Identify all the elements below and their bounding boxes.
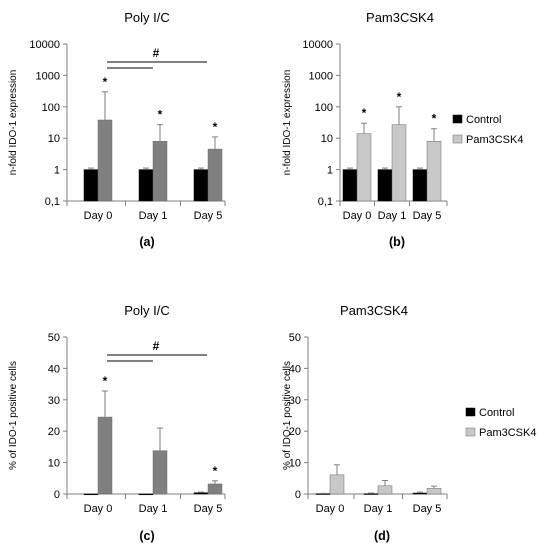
bar-control-1 (377, 169, 393, 202)
x-tick-label: Day 0 (343, 210, 372, 222)
y-tick-label: 0 (295, 489, 301, 501)
x-tick-label: Day 1 (139, 210, 168, 222)
y-tick-label: 10000 (29, 39, 60, 51)
x-tick-label: Day 5 (413, 503, 442, 515)
comparison-label: # (153, 46, 160, 60)
y-tick-label: 1 (327, 165, 333, 177)
y-tick-label: 30 (289, 395, 301, 407)
legend-label-control: Control (479, 407, 514, 419)
bar-control-1 (363, 493, 379, 495)
legend-swatch-pam3csk4 (452, 134, 463, 144)
bar-pam3csk4-1 (391, 124, 407, 202)
legend-label-control: Control (466, 114, 501, 126)
y-tick-label: 10 (289, 458, 301, 470)
bar-series-2-2 (207, 483, 223, 495)
y-tick-label: 0 (54, 489, 60, 501)
panel-label: (d) (374, 529, 390, 543)
y-tick-label: 20 (289, 426, 301, 438)
x-tick-label: Day 1 (139, 503, 168, 515)
y-tick-label: 0,1 (45, 196, 60, 208)
chart-title: Poly I/C (124, 10, 170, 25)
y-axis-label: n-fold IDO-1 expression (8, 70, 19, 176)
x-tick-label: Day 0 (316, 503, 345, 515)
x-tick-label: Day 5 (194, 503, 223, 515)
x-tick-label: Day 5 (413, 210, 442, 222)
x-tick-label: Day 1 (378, 210, 407, 222)
bar-series-1-0 (83, 493, 99, 496)
bar-series-2-0 (97, 416, 113, 495)
bar-control-0 (342, 169, 358, 202)
panel-label: (a) (139, 235, 154, 249)
significance-star: * (397, 90, 402, 104)
chart-panel-b: Pam3CSK4 n-fold IDO-1 expression 0,1 1 10 100… (282, 10, 523, 249)
bar-control-2 (412, 169, 428, 202)
legend-swatch-control (452, 114, 463, 124)
y-axis-label: % of IDO-1 positive cells (8, 361, 19, 470)
x-tick-label: Day 5 (194, 210, 223, 222)
bar-pam3csk4-2 (426, 140, 442, 202)
legend-swatch-pam3csk4 (465, 427, 476, 437)
significance-star: * (213, 464, 218, 478)
chart-panel-d: Pam3CSK4 % of IDO-1 positive cells 0 10 20 30… (282, 303, 536, 543)
y-tick-label: 10000 (302, 39, 333, 51)
chart-title: Pam3CSK4 (340, 303, 408, 318)
bar-control-2 (412, 492, 428, 495)
x-tick-label: Day 1 (364, 503, 393, 515)
bar-pam3csk4-2 (426, 488, 442, 495)
bar-pam3csk4-1 (377, 485, 393, 495)
y-tick-label: 40 (48, 363, 60, 375)
bar-pam3csk4-0 (329, 474, 345, 495)
chart-title: Pam3CSK4 (366, 10, 434, 25)
y-tick-label: 10 (48, 458, 60, 470)
y-tick-label: 1000 (309, 70, 333, 82)
y-tick-label: 30 (48, 395, 60, 407)
y-tick-label: 50 (48, 332, 60, 344)
panel-label: (b) (389, 235, 405, 249)
significance-star: * (158, 108, 163, 122)
y-tick-label: 10 (48, 133, 60, 145)
significance-star: * (362, 106, 367, 120)
comparison-label: # (153, 339, 160, 353)
y-tick-label: 0,1 (318, 196, 333, 208)
bar-series-1-1 (138, 493, 154, 496)
significance-star: * (103, 374, 108, 388)
bar-series-2-1 (152, 450, 168, 495)
y-tick-label: 20 (48, 426, 60, 438)
bar-series-1-0 (83, 169, 99, 202)
panel-label: (c) (139, 529, 154, 543)
bar-series-2-1 (152, 140, 168, 202)
bar-pam3csk4-0 (356, 133, 372, 202)
legend-swatch-control (465, 407, 476, 417)
significance-star: * (432, 112, 437, 126)
bar-series-1-1 (138, 169, 154, 202)
legend-label-pam3csk4: Pam3CSK4 (466, 134, 523, 146)
y-tick-label: 40 (289, 363, 301, 375)
bar-series-2-0 (97, 119, 113, 202)
legend-label-pam3csk4: Pam3CSK4 (479, 427, 536, 439)
y-tick-label: 1 (54, 165, 60, 177)
x-tick-label: Day 0 (84, 503, 113, 515)
y-tick-label: 50 (289, 332, 301, 344)
bar-series-2-2 (207, 148, 223, 202)
y-tick-label: 100 (315, 102, 333, 114)
bar-series-1-2 (193, 492, 209, 495)
y-tick-label: 10 (321, 133, 333, 145)
y-tick-label: 1000 (36, 70, 60, 82)
y-axis-label: % of IDO-1 positive cells (282, 361, 293, 470)
chart-panel-a: Poly I/C n-fold IDO-1 expression 0,1 1 10 100… (8, 10, 226, 249)
chart-panel-c: Poly I/C % of IDO-1 positive cells 0 10 20 30… (8, 303, 226, 543)
chart-title: Poly I/C (124, 303, 170, 318)
bar-series-1-2 (193, 169, 209, 202)
x-tick-label: Day 0 (84, 210, 113, 222)
y-axis-label: n-fold IDO-1 expression (282, 70, 293, 176)
significance-star: * (213, 120, 218, 134)
y-tick-label: 100 (42, 102, 60, 114)
significance-star: * (103, 75, 108, 89)
